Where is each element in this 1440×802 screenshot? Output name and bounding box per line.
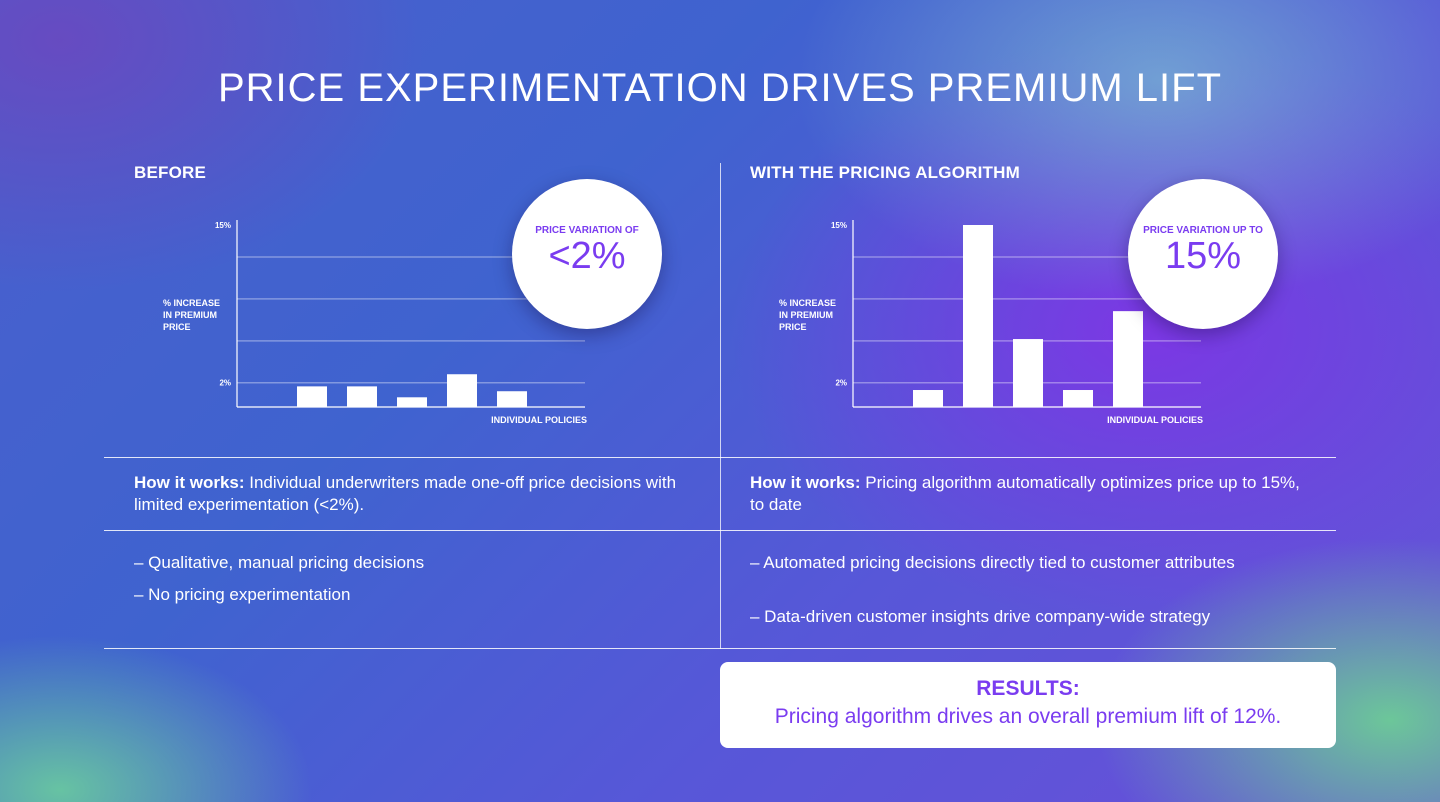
y-axis-label: % INCREASE IN PREMIUM PRICE bbox=[163, 298, 220, 332]
bar bbox=[497, 391, 527, 407]
bar bbox=[913, 390, 943, 407]
y-tick-label: 2% bbox=[219, 379, 231, 388]
bar bbox=[1063, 390, 1093, 407]
after-how-label: How it works: bbox=[750, 473, 861, 492]
before-callout-label: PRICE VARIATION OF bbox=[535, 224, 639, 236]
x-axis-label: INDIVIDUAL POLICIES bbox=[1107, 415, 1203, 425]
bar bbox=[1013, 339, 1043, 407]
before-bullet: – Qualitative, manual pricing decisions bbox=[134, 553, 425, 572]
divider-top bbox=[104, 457, 1336, 458]
after-bullet: – Data-driven customer insights drive co… bbox=[750, 607, 1211, 626]
x-axis-label: INDIVIDUAL POLICIES bbox=[491, 415, 587, 425]
y-tick-label: 15% bbox=[831, 221, 847, 230]
results-card: RESULTS: Pricing algorithm drives an ove… bbox=[720, 662, 1336, 748]
y-axis-label: % INCREASE IN PREMIUM PRICE bbox=[779, 298, 836, 332]
before-callout-value: <2% bbox=[548, 234, 626, 277]
y-tick-label: 15% bbox=[215, 221, 231, 230]
after-callout: PRICE VARIATION UP TO 15% bbox=[1128, 179, 1278, 329]
after-label: WITH THE PRICING ALGORITHM bbox=[750, 163, 1020, 182]
after-how-text: Pricing algorithm automatically optimize… bbox=[750, 473, 1300, 514]
results-text: Pricing algorithm drives an overall prem… bbox=[774, 705, 1282, 728]
before-bullet: – No pricing experimentation bbox=[134, 585, 351, 604]
bar bbox=[1113, 311, 1143, 407]
after-bullet: – Automated pricing decisions directly t… bbox=[750, 553, 1235, 572]
divider-middle bbox=[104, 530, 1336, 531]
before-how-label: How it works: bbox=[134, 473, 245, 492]
before-how-it-works: How it works: Individual underwriters ma… bbox=[134, 472, 694, 516]
divider-bottom bbox=[104, 648, 1336, 649]
bar bbox=[447, 374, 477, 407]
after-how-it-works: How it works: Pricing algorithm automati… bbox=[750, 472, 1310, 516]
before-label: BEFORE bbox=[134, 163, 207, 182]
y-tick-label: 2% bbox=[835, 379, 847, 388]
bar bbox=[963, 225, 993, 407]
bar bbox=[347, 386, 377, 407]
before-callout: PRICE VARIATION OF <2% bbox=[512, 179, 662, 329]
bar bbox=[397, 397, 427, 407]
column-divider bbox=[720, 163, 721, 649]
after-callout-label: PRICE VARIATION UP TO bbox=[1143, 224, 1263, 236]
after-chart: 15% 2% % INCREASE IN PREMIUM PRICE INDIVIDUAL… bbox=[779, 220, 1203, 425]
results-title: RESULTS: bbox=[976, 677, 1080, 700]
before-how-text: Individual underwriters made one-off pri… bbox=[134, 473, 677, 514]
after-callout-value: 15% bbox=[1164, 234, 1242, 277]
bar bbox=[297, 386, 327, 407]
page-title: PRICE EXPERIMENTATION DRIVES PREMIUM LIF… bbox=[217, 66, 1223, 110]
before-chart: 15% 2% % INCREASE IN PREMIUM PRICE INDIVIDUAL… bbox=[163, 220, 587, 425]
